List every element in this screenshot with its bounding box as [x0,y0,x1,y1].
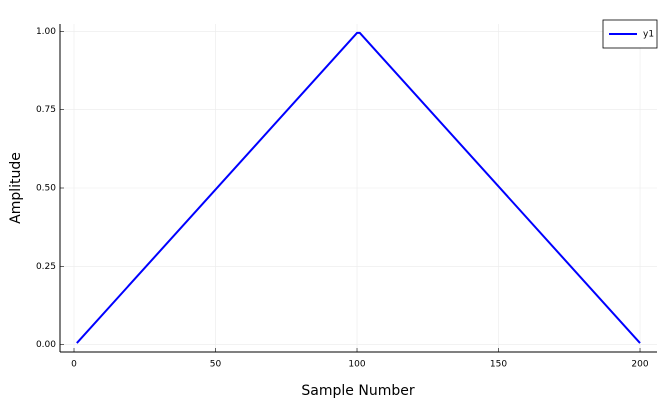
legend-label: y1 [643,30,654,40]
x-tick-label: 150 [490,360,507,370]
x-axis-label: Sample Number [301,383,414,399]
x-tick-label: 200 [631,360,648,370]
line-series [76,31,641,344]
y-axis-label: Amplitude [8,152,24,224]
y-tick-label: 0.50 [36,184,56,194]
y-tick-label: 0.00 [36,340,56,350]
y-tick-label: 1.00 [36,27,56,37]
x-tick-label: 50 [210,360,222,370]
y-tick-label: 0.75 [36,105,56,115]
x-tick-label: 0 [71,360,77,370]
y-tick-label: 0.25 [36,262,56,272]
x-tick-label: 100 [348,360,365,370]
